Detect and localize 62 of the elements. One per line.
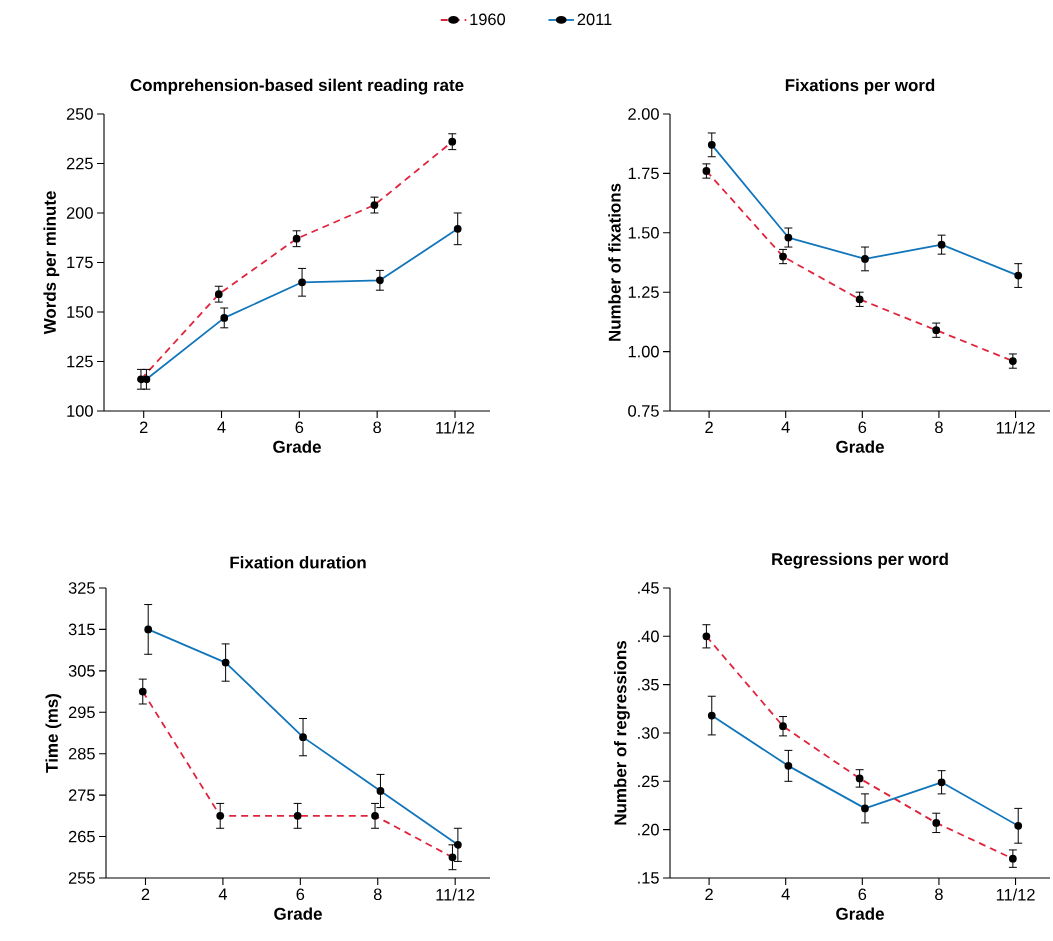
y-axis-title: Time (ms) (45, 694, 62, 773)
y-tick-label: 325 (68, 582, 95, 594)
x-tick-label: 11/12 (996, 421, 1035, 434)
legend-label: 2011 (577, 13, 612, 26)
y-tick-label: 1.50 (628, 226, 659, 239)
x-axis-title: Grade (836, 440, 884, 453)
x-tick-label: 11/12 (436, 888, 475, 901)
y-axis-title: Words per minute (43, 191, 60, 335)
y-tick-label: 0.75 (628, 405, 659, 417)
y-tick-label: 255 (68, 872, 95, 884)
x-tick-label: 8 (935, 421, 943, 434)
y-tick-label: 1.25 (628, 286, 659, 298)
y-tick-label: 100 (67, 405, 93, 417)
x-axis-title: Grade (274, 907, 322, 920)
y-tick-label: .30 (638, 727, 659, 739)
x-tick-label: 6 (295, 421, 304, 434)
y-tick-label: 275 (68, 789, 95, 801)
chart-title: Fixations per word (785, 78, 935, 95)
y-tick-label: 305 (68, 665, 95, 677)
chart-title: Regressions per word (772, 552, 948, 569)
y-tick-label: 200 (66, 207, 93, 219)
x-tick-label: 4 (217, 421, 226, 433)
y-tick-label: 125 (67, 355, 93, 368)
y-tick-label: 225 (66, 157, 93, 170)
x-tick-label: 11/12 (436, 421, 475, 434)
x-axis-title: Grade (836, 907, 884, 920)
y-tick-label: .15 (638, 872, 659, 884)
chart-title: Fixation duration (230, 556, 366, 569)
y-tick-label: 175 (67, 256, 93, 269)
x-axis-title: Grade (273, 440, 321, 453)
y-tick-label: .40 (638, 630, 659, 643)
x-tick-label: 8 (935, 888, 943, 901)
chart-title: Comprehension-based silent reading rate (130, 78, 464, 95)
y-tick-label: 1.75 (628, 167, 659, 180)
x-tick-label: 2 (139, 421, 148, 433)
y-tick-label: 295 (68, 706, 95, 719)
y-tick-label: 315 (68, 623, 95, 636)
x-tick-label: 6 (296, 888, 305, 901)
y-tick-label: 1.00 (628, 345, 659, 358)
y-tick-label: .25 (638, 775, 659, 788)
x-tick-label: 2 (705, 421, 713, 433)
x-tick-label: 2 (141, 888, 150, 900)
x-tick-label: 2 (705, 888, 713, 900)
y-tick-label: 285 (68, 747, 95, 760)
x-tick-label: 6 (858, 888, 867, 901)
y-tick-label: 2.00 (628, 108, 659, 120)
y-axis-title: Number of fixations (608, 183, 621, 341)
x-tick-label: 4 (781, 421, 790, 433)
y-tick-label: 250 (66, 108, 93, 120)
y-axis-title: Number of regressions (613, 641, 630, 825)
x-tick-label: 8 (373, 421, 382, 434)
legend-label: 1960 (470, 13, 506, 26)
x-tick-label: 6 (858, 421, 867, 434)
x-tick-label: 8 (373, 888, 382, 901)
y-tick-label: .20 (638, 823, 659, 836)
y-tick-label: .35 (638, 678, 659, 691)
x-tick-label: 4 (218, 888, 227, 900)
y-tick-label: .45 (638, 582, 659, 594)
x-tick-label: 11/12 (996, 888, 1035, 901)
y-tick-label: 265 (68, 830, 95, 843)
y-tick-label: 150 (67, 306, 93, 318)
x-tick-label: 4 (781, 888, 790, 900)
